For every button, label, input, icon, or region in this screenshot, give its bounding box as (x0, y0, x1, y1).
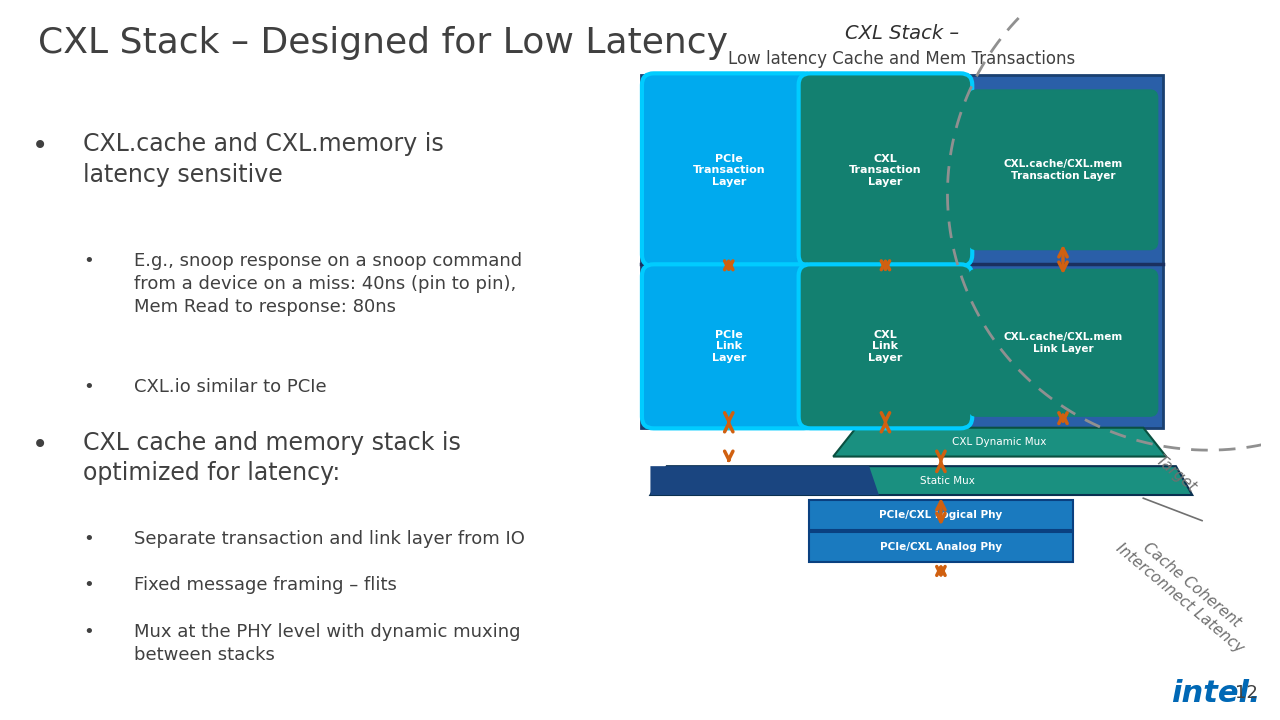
Text: CXL.cache/CXL.mem
Link Layer: CXL.cache/CXL.mem Link Layer (1004, 333, 1123, 354)
Text: PCIe/CXL Analog Phy: PCIe/CXL Analog Phy (879, 542, 1002, 552)
Text: Mux at the PHY level with dynamic muxing
between stacks: Mux at the PHY level with dynamic muxing… (134, 623, 521, 664)
Text: Cache Coherent
Interconnect Latency: Cache Coherent Interconnect Latency (1114, 527, 1258, 656)
FancyBboxPatch shape (809, 500, 1073, 530)
Text: •: • (83, 377, 93, 395)
Text: •: • (83, 530, 93, 548)
Text: •: • (83, 252, 93, 270)
Text: •: • (32, 132, 49, 161)
Text: CXL Dynamic Mux: CXL Dynamic Mux (952, 437, 1047, 447)
Text: PCIe
Transaction
Layer: PCIe Transaction Layer (692, 153, 765, 186)
Text: 12: 12 (1235, 684, 1258, 702)
Text: •: • (83, 623, 93, 641)
Text: •: • (32, 431, 49, 459)
Polygon shape (650, 466, 879, 495)
Text: E.g., snoop response on a snoop command
from a device on a miss: 40ns (pin to pi: E.g., snoop response on a snoop command … (134, 252, 522, 315)
FancyBboxPatch shape (799, 73, 973, 266)
Text: Low latency Cache and Mem Transactions: Low latency Cache and Mem Transactions (728, 50, 1075, 68)
Polygon shape (650, 466, 1192, 495)
FancyBboxPatch shape (643, 73, 815, 266)
FancyBboxPatch shape (799, 264, 973, 428)
FancyBboxPatch shape (641, 76, 1164, 428)
FancyBboxPatch shape (643, 264, 815, 428)
Text: intel.: intel. (1171, 678, 1261, 708)
Text: CXL
Transaction
Layer: CXL Transaction Layer (849, 153, 922, 186)
Polygon shape (833, 428, 1166, 456)
Text: Fixed message framing – flits: Fixed message framing – flits (134, 576, 397, 594)
Text: CXL cache and memory stack is
optimized for latency:: CXL cache and memory stack is optimized … (83, 431, 461, 485)
Text: Separate transaction and link layer from IO: Separate transaction and link layer from… (134, 530, 525, 548)
FancyBboxPatch shape (969, 269, 1157, 416)
Text: •: • (83, 576, 93, 594)
Text: CXL.io similar to PCIe: CXL.io similar to PCIe (134, 377, 326, 395)
Text: CXL
Link
Layer: CXL Link Layer (868, 330, 902, 363)
Text: PCIe
Link
Layer: PCIe Link Layer (712, 330, 746, 363)
FancyBboxPatch shape (809, 532, 1073, 562)
Text: CXL Stack –: CXL Stack – (845, 24, 959, 43)
Text: CXL Stack – Designed for Low Latency: CXL Stack – Designed for Low Latency (38, 27, 728, 60)
Text: CXL.cache/CXL.mem
Transaction Layer: CXL.cache/CXL.mem Transaction Layer (1004, 159, 1123, 181)
Text: Static Mux: Static Mux (920, 476, 975, 486)
Text: PCIe/CXL Logical Phy: PCIe/CXL Logical Phy (879, 510, 1002, 520)
Text: CXL.cache and CXL.memory is
latency sensitive: CXL.cache and CXL.memory is latency sens… (83, 132, 444, 187)
Text: Target: Target (1152, 452, 1199, 495)
FancyBboxPatch shape (969, 90, 1157, 250)
